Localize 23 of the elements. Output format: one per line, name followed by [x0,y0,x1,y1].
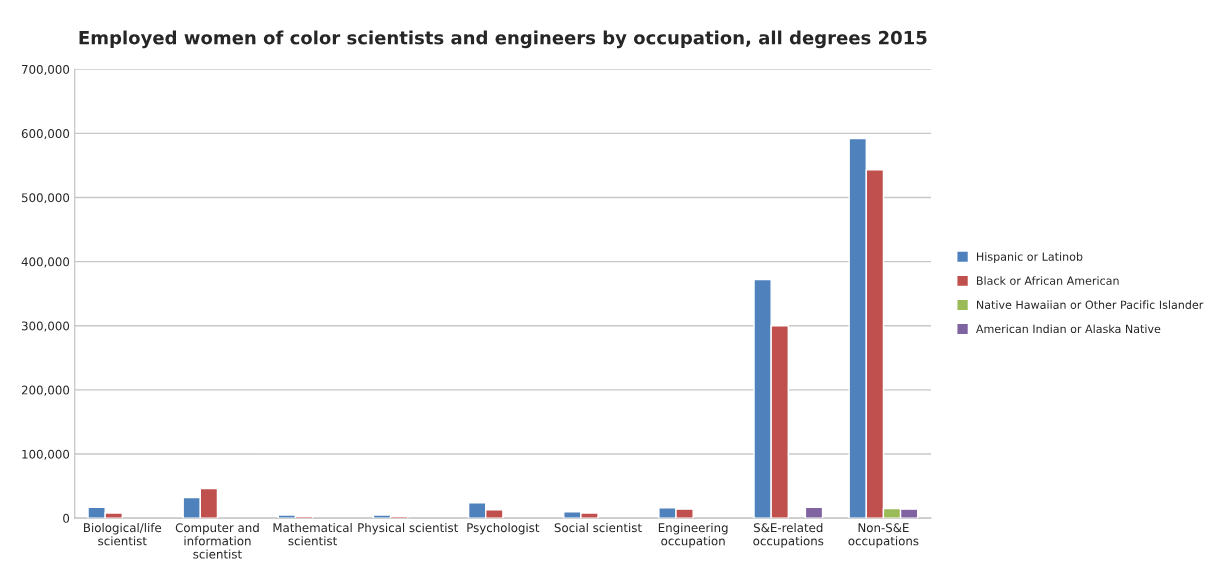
y-tick-label: 600,000 [21,129,70,140]
x-tick-label: Non-S&E occupations [848,523,919,548]
y-tick-label: 200,000 [21,385,70,396]
y-tick-label: 500,000 [21,193,70,204]
y-tick-label: 0 [63,513,70,523]
bar [804,506,824,519]
x-tick-label: Social scientist [554,523,642,533]
y-tick-label: 400,000 [21,257,70,268]
legend-label: Black or African American [976,276,1119,285]
x-tick-label: Mathematical scientist [273,523,352,546]
y-tick-label: 300,000 [21,321,70,332]
legend-label: American Indian or Alaska Native [975,324,1161,334]
x-tick-label: Computer and information scientist [175,523,259,559]
legend-label: Hispanic or Latinob [976,252,1083,263]
x-tick-label: Biological/life scientist [84,523,162,546]
x-tick-label: S&E-related occupations [753,523,824,548]
x-tick-label: Psychologist [467,523,540,535]
y-tick-label: 100,000 [22,449,70,460]
legend-label: Native Hawaiian or Other Pacific Islander [976,300,1204,309]
x-tick-label: Engineering occupation [658,523,728,548]
x-tick-label: Physical scientist [358,523,459,535]
y-tick-label: 700,000 [22,64,70,76]
chart-title: Employed women of color scientists and engineers by occupation, all degrees 2015 [79,30,927,49]
